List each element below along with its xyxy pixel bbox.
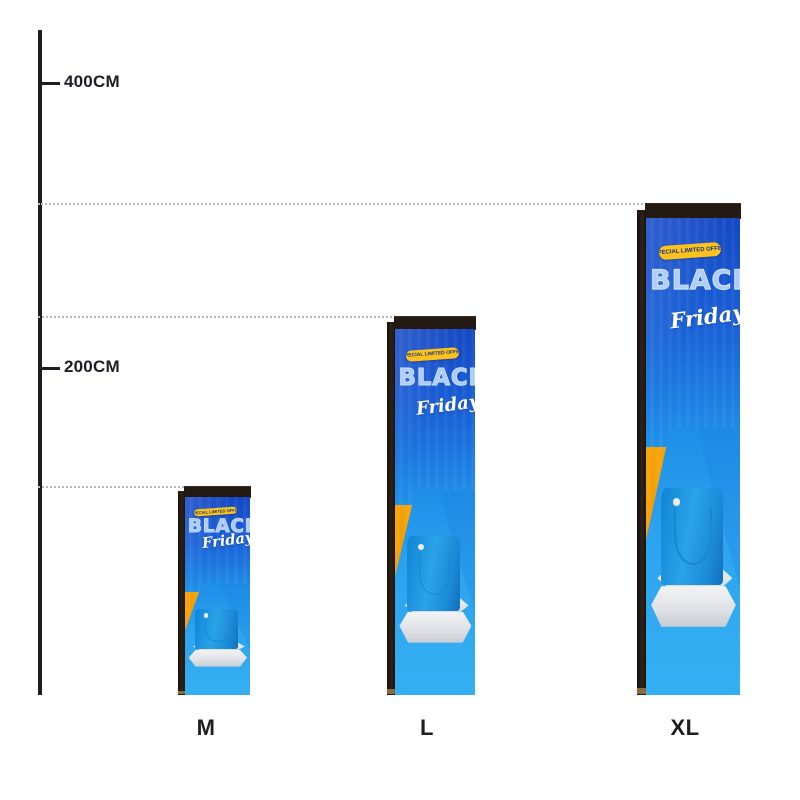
banner-m-pole — [178, 490, 185, 695]
size-label-l: L — [420, 715, 434, 740]
banner-l-pole — [387, 321, 395, 695]
size-label-m: M — [196, 715, 216, 740]
axis-tick-200 — [40, 367, 60, 370]
height-axis-line — [38, 30, 42, 695]
banner-m-handbag-clasp — [203, 613, 209, 619]
banner-l-handbag-handle — [419, 550, 450, 595]
banner-l-headline: BLACK — [398, 365, 475, 392]
banner-xl-podium — [651, 586, 736, 627]
banner-l-top-rail — [394, 316, 476, 330]
banner-m-podium — [188, 649, 248, 667]
banner-l-podium — [399, 611, 472, 643]
banner-m-print[interactable]: SPECIAL LIMITED OFFERBLACKFriday — [185, 497, 250, 695]
banner-xl-artwork: SPECIAL LIMITED OFFERBLACKFriday — [646, 218, 740, 695]
guide-m — [38, 486, 248, 488]
banner-xl-headline: BLACK — [650, 265, 740, 297]
banner-l[interactable]: SPECIAL LIMITED OFFERBLACKFriday — [387, 316, 476, 695]
axis-tick-400 — [40, 82, 60, 85]
banner-xl-pole-foot — [637, 688, 646, 694]
banner-l-pole-foot — [387, 688, 395, 694]
banner-xl-top-rail — [645, 203, 741, 219]
banner-m-handbag-handle — [204, 616, 230, 642]
axis-tick-label-400: 400CM — [64, 72, 120, 91]
banner-m-pole-foot — [178, 690, 185, 694]
banner-xl-pole — [637, 209, 646, 695]
axis-tick-label-200: 200CM — [64, 357, 120, 376]
banner-m[interactable]: SPECIAL LIMITED OFFERBLACKFriday — [178, 486, 251, 695]
banner-xl-print[interactable]: SPECIAL LIMITED OFFERBLACKFriday — [646, 218, 740, 695]
banner-xl-handbag-handle — [674, 506, 713, 566]
banner-xl-handbag-clasp — [672, 498, 680, 506]
banner-m-artwork: SPECIAL LIMITED OFFERBLACKFriday — [185, 497, 250, 695]
banner-l-handbag-clasp — [417, 544, 424, 551]
size-label-xl: XL — [670, 715, 700, 740]
banner-l-print[interactable]: SPECIAL LIMITED OFFERBLACKFriday — [395, 329, 475, 695]
guide-l — [38, 316, 472, 318]
banner-xl[interactable]: SPECIAL LIMITED OFFERBLACKFriday — [637, 203, 741, 695]
banner-m-headline: BLACK — [187, 515, 250, 537]
banner-m-top-rail — [184, 486, 251, 498]
banner-l-artwork: SPECIAL LIMITED OFFERBLACKFriday — [395, 329, 475, 695]
guide-xl — [38, 203, 735, 205]
